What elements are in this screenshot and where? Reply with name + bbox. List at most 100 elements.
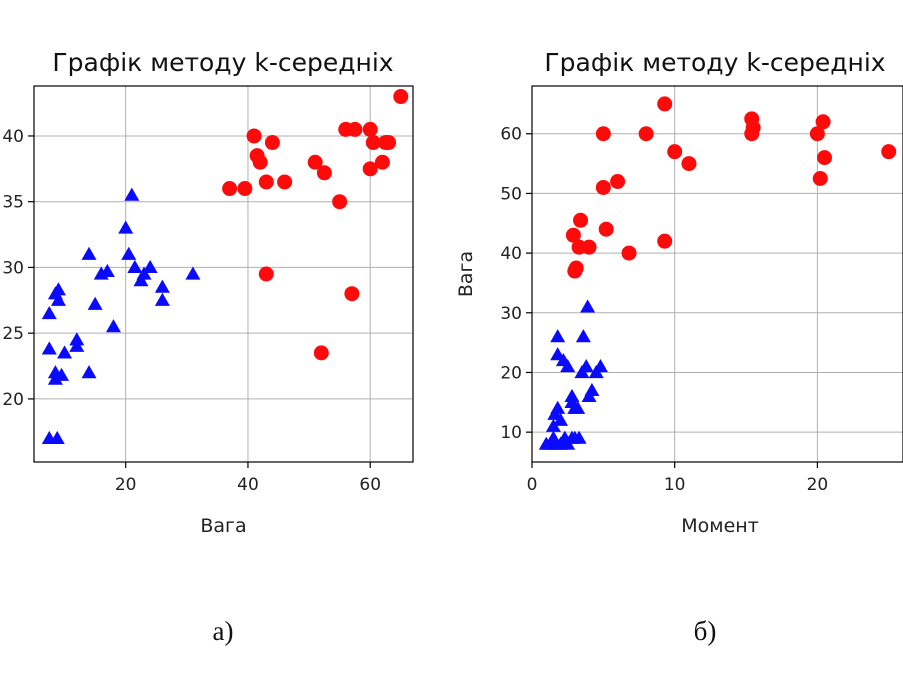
triangle-point xyxy=(575,329,591,343)
chart-a: 20 40 60 20 25 30 35 40 Графік методу k-середніх… xyxy=(2,48,414,646)
plot-frame-b xyxy=(531,85,903,463)
circle-point xyxy=(667,144,683,160)
circle-point xyxy=(881,144,897,160)
triangle-point xyxy=(580,299,596,313)
circle-point xyxy=(581,239,597,255)
triangle-point xyxy=(592,359,608,373)
triangle-point xyxy=(41,341,57,355)
x-tick-label-a: 20 xyxy=(115,475,137,495)
circle-point xyxy=(809,126,825,142)
circle-point xyxy=(374,154,390,170)
circle-point xyxy=(258,266,274,282)
triangle-point xyxy=(57,345,73,359)
circle-point xyxy=(621,245,637,261)
x-axis-label-b: Момент xyxy=(681,515,759,537)
triangle-point xyxy=(81,246,97,260)
circle-point xyxy=(362,161,378,177)
triangle-point xyxy=(154,292,170,306)
triangle-point xyxy=(124,187,140,201)
triangle-point xyxy=(136,266,152,280)
circle-point xyxy=(745,120,761,136)
x-tick-label-a: 40 xyxy=(237,475,259,495)
circle-point xyxy=(258,174,274,190)
triangle-point xyxy=(550,329,566,343)
points-a xyxy=(41,89,409,444)
circle-point xyxy=(252,154,268,170)
circle-point xyxy=(362,121,378,137)
triangle-point xyxy=(87,296,103,310)
plot-frame-a xyxy=(33,85,414,463)
triangle-point xyxy=(550,347,566,361)
circle-point xyxy=(573,212,589,228)
x-axis-label-a: Вага xyxy=(200,515,246,537)
circle-point xyxy=(681,156,697,172)
triangle-point xyxy=(142,259,158,274)
y-tick-label-b: 60 xyxy=(500,125,522,145)
y-tick-label-b: 50 xyxy=(500,184,522,204)
circle-point xyxy=(264,135,280,151)
y-axis-label-b: Вага xyxy=(455,251,477,297)
triangle-point xyxy=(133,273,149,287)
triangle-point xyxy=(81,365,97,379)
y-tick-label-b: 30 xyxy=(500,304,522,324)
circle-point xyxy=(237,181,253,197)
circle-point xyxy=(812,171,828,187)
chart-title-b: Графік методу k-середніх xyxy=(544,48,885,77)
circle-point xyxy=(313,345,329,361)
circle-point xyxy=(344,286,360,302)
x-tick-label-b: 20 xyxy=(807,475,829,495)
triangle-point xyxy=(69,332,85,346)
circle-point xyxy=(595,126,611,142)
circle-point xyxy=(565,227,581,243)
triangle-point xyxy=(127,259,143,274)
circle-point xyxy=(381,135,397,151)
y-tick-label-a: 35 xyxy=(2,193,24,213)
triangle-point xyxy=(50,292,66,306)
triangle-point xyxy=(69,338,85,352)
circle-point xyxy=(657,233,673,249)
y-tick-label-a: 25 xyxy=(2,324,24,344)
y-tick-label-a: 20 xyxy=(2,390,24,410)
triangle-point xyxy=(50,282,66,296)
y-tick-label-b: 10 xyxy=(500,423,522,443)
triangle-point xyxy=(550,400,566,414)
chart-b: 0 10 20 10 20 30 40 50 60 Графік методу k-середні… xyxy=(455,48,903,646)
circle-point xyxy=(277,174,293,190)
circle-point xyxy=(332,194,348,210)
circle-point xyxy=(316,165,332,181)
circle-point xyxy=(595,179,611,195)
y-tick-label-b: 40 xyxy=(500,244,522,264)
triangle-point xyxy=(560,359,576,373)
circle-point xyxy=(610,173,626,189)
circle-point xyxy=(638,126,654,142)
triangle-point xyxy=(584,382,600,397)
circle-point xyxy=(817,150,833,166)
triangle-point xyxy=(154,279,170,293)
triangle-point xyxy=(47,371,63,385)
circle-point xyxy=(815,114,831,130)
y-tick-label-a: 30 xyxy=(2,258,24,278)
triangle-point xyxy=(105,319,121,333)
circle-point xyxy=(347,121,363,137)
y-tick-label-a: 40 xyxy=(2,127,24,147)
chart-title-a: Графік методу k-середніх xyxy=(52,48,393,77)
triangle-point xyxy=(578,359,594,373)
x-tick-label-a: 60 xyxy=(359,475,381,495)
triangle-point xyxy=(553,412,569,426)
circle-point xyxy=(246,128,262,144)
circle-point xyxy=(393,89,409,105)
triangle-point xyxy=(571,430,587,444)
triangle-point xyxy=(99,263,115,277)
x-tick-label-b: 0 xyxy=(527,475,538,495)
circle-point xyxy=(568,260,584,276)
triangle-point xyxy=(185,266,201,280)
triangle-point xyxy=(121,246,137,260)
points-b xyxy=(538,96,897,450)
circle-point xyxy=(365,135,381,151)
subfigure-caption-a: а) xyxy=(213,616,234,646)
x-tick-label-b: 10 xyxy=(664,475,686,495)
triangle-point xyxy=(564,394,580,408)
y-tick-label-b: 20 xyxy=(500,363,522,383)
circle-point xyxy=(598,221,614,237)
